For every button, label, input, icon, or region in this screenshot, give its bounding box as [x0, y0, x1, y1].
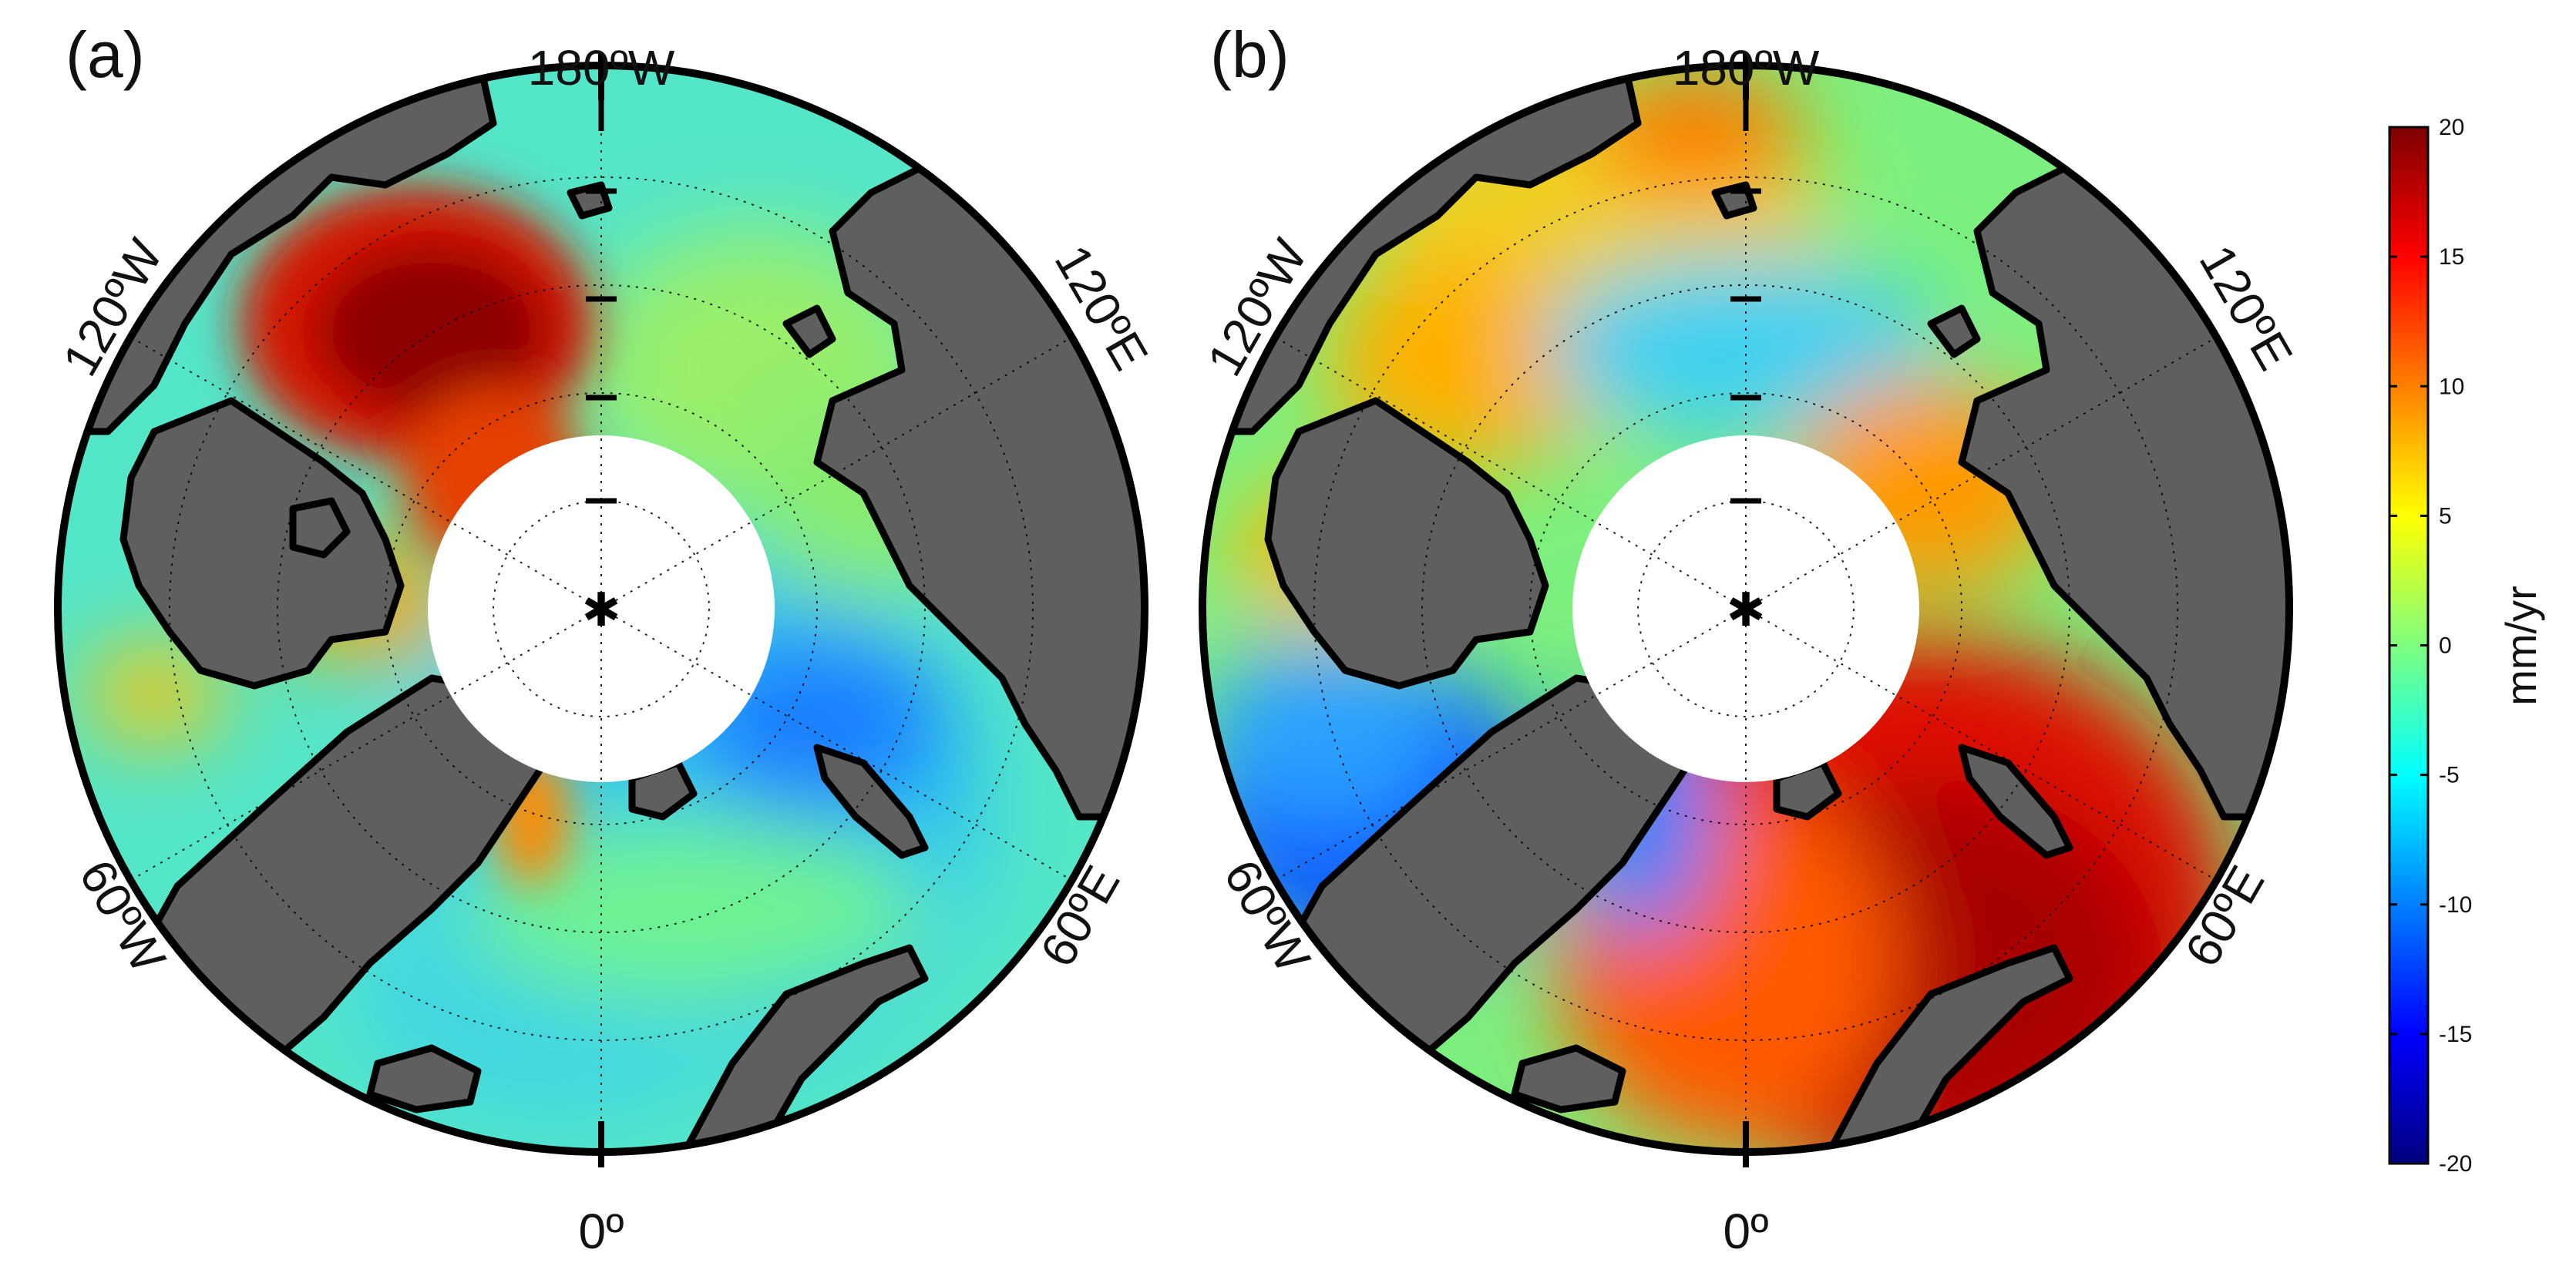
colorbar-tick-label: -10 — [2439, 892, 2472, 918]
panel-b-lon-0: 0º — [1723, 1204, 1769, 1259]
panel-a-label: (a) — [66, 18, 145, 91]
panel-b-map: ✱ (b) 180ºW 0º 120ºW 120ºE 60ºW 60ºE — [1196, 18, 2303, 1259]
panel-a-lon-0: 0º — [579, 1204, 624, 1259]
pole-asterisk: ✱ — [582, 583, 620, 637]
panel-a-lon-180w: 180ºW — [528, 40, 675, 96]
colorbar-unit-label: mm/yr — [2497, 586, 2545, 706]
colorbar-tick-label: 5 — [2439, 503, 2452, 529]
colorbar-ticks: 20 15 10 5 0 -5 -10 -15 -20 — [2389, 115, 2472, 1177]
panel-a-map: ✱ (a) 180ºW 0º 120ºW 120ºE 60ºW 60ºE — [52, 18, 1159, 1259]
svg-text:✱: ✱ — [1727, 583, 1765, 637]
colorbar-tick-label: 20 — [2439, 115, 2464, 140]
colorbar-tick-label: 0 — [2439, 633, 2452, 659]
colorbar-tick-label: 15 — [2439, 244, 2464, 270]
colorbar: 20 15 10 5 0 -5 -10 -15 -20 mm/yr — [2388, 115, 2545, 1177]
panel-b-label: (b) — [1210, 18, 1290, 91]
colorbar-tick-label: 10 — [2439, 374, 2464, 399]
colorbar-tick-label: -15 — [2439, 1022, 2472, 1047]
colorbar-tick-label: -20 — [2439, 1151, 2472, 1177]
panel-b-lon-180w: 180ºW — [1673, 40, 1820, 96]
colorbar-tick-label: -5 — [2439, 763, 2460, 788]
